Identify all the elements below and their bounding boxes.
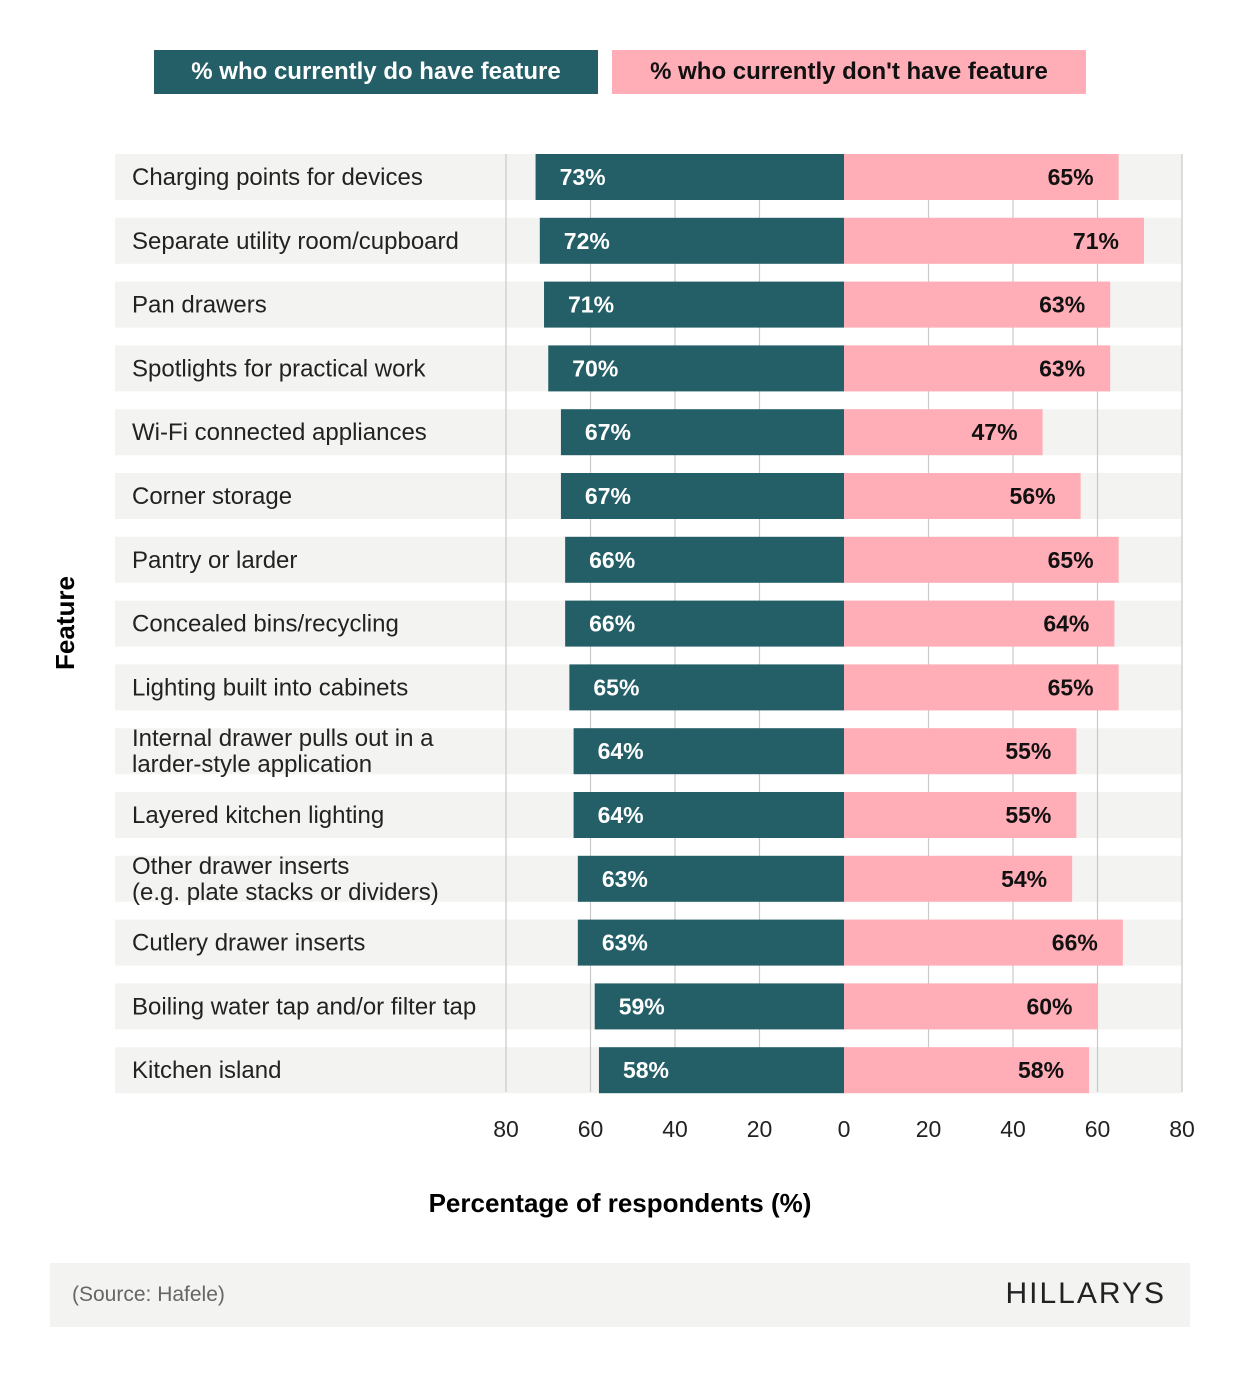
bar-have: [577, 919, 844, 966]
bar-have: [548, 345, 844, 392]
category-label: Pantry or larder: [132, 547, 297, 574]
data-label-dont-have: 65%: [1048, 164, 1094, 190]
bar-dont-have: [844, 664, 1119, 711]
data-label-dont-have: 55%: [1005, 802, 1051, 828]
bar-have: [594, 983, 844, 1030]
category-label: Wi-Fi connected appliances: [132, 419, 427, 446]
bar-have: [535, 154, 844, 200]
data-label-dont-have: 71%: [1073, 228, 1119, 254]
bar-dont-have: [844, 983, 1098, 1030]
bar-have: [569, 664, 844, 711]
footer: (Source: Hafele) HILLARYS: [50, 1263, 1190, 1327]
x-tick-label: 20: [916, 1116, 942, 1142]
x-tick-label: 60: [1085, 1116, 1111, 1142]
category-label: Corner storage: [132, 483, 292, 510]
bar-dont-have: [844, 919, 1123, 966]
bar-dont-have: [844, 855, 1073, 902]
data-label-have: 71%: [568, 292, 614, 318]
data-label-dont-have: 65%: [1048, 547, 1094, 573]
bar-dont-have: [844, 600, 1115, 647]
data-label-have: 59%: [619, 993, 665, 1019]
bar-dont-have: [844, 217, 1144, 264]
x-axis-title: Percentage of respondents (%): [429, 1188, 812, 1218]
x-tick-label: 60: [578, 1116, 604, 1142]
data-label-dont-have: 63%: [1039, 355, 1085, 381]
bar-dont-have: [844, 536, 1119, 583]
data-label-have: 63%: [602, 866, 648, 892]
data-label-dont-have: 64%: [1043, 611, 1089, 637]
data-label-have: 64%: [598, 802, 644, 828]
category-label: Separate utility room/cupboard: [132, 228, 459, 255]
bar-dont-have: [844, 154, 1119, 200]
category-label: Boiling water tap and/or filter tap: [132, 993, 476, 1020]
bar-have: [573, 792, 844, 838]
data-label-dont-have: 58%: [1018, 1057, 1064, 1083]
category-label: Spotlights for practical work: [132, 355, 426, 382]
bar-dont-have: [844, 728, 1077, 775]
bar-dont-have: [844, 1047, 1090, 1094]
bar-have: [565, 536, 844, 583]
bar-dont-have: [844, 473, 1081, 519]
bar-dont-have: [844, 345, 1111, 392]
data-label-dont-have: 54%: [1001, 866, 1047, 892]
data-label-have: 65%: [593, 674, 639, 700]
data-label-have: 73%: [560, 164, 606, 190]
bar-have: [539, 217, 844, 264]
bar-have: [560, 473, 844, 519]
category-label: Charging points for devices: [132, 164, 423, 191]
y-axis-title: Feature: [50, 576, 80, 670]
bar-have: [577, 855, 844, 902]
data-label-have: 72%: [564, 228, 610, 254]
data-label-have: 67%: [585, 483, 631, 509]
x-tick-label: 80: [493, 1116, 519, 1142]
bar-dont-have: [844, 409, 1043, 456]
bar-have: [560, 409, 844, 456]
x-tick-label: 0: [838, 1116, 851, 1142]
data-label-have: 66%: [589, 547, 635, 573]
data-label-have: 70%: [572, 355, 618, 381]
category-label: Kitchen island: [132, 1057, 281, 1084]
data-label-have: 58%: [623, 1057, 669, 1083]
x-tick-label: 20: [747, 1116, 773, 1142]
x-tick-label: 40: [662, 1116, 688, 1142]
bar-have: [573, 728, 844, 775]
category-label: Pan drawers: [132, 292, 267, 319]
source-note: (Source: Hafele): [72, 1283, 225, 1306]
x-tick-label: 80: [1169, 1116, 1195, 1142]
bar-dont-have: [844, 792, 1077, 838]
chart-svg: 73% 65% Charging points for devices 72% 71% S…: [50, 154, 1195, 1218]
data-label-have: 63%: [602, 930, 648, 956]
category-label: Cutlery drawer inserts: [132, 930, 365, 957]
category-label: Layered kitchen lighting: [132, 802, 384, 829]
data-label-dont-have: 65%: [1048, 674, 1094, 700]
bar-dont-have: [844, 281, 1111, 328]
bar-have: [598, 1047, 844, 1094]
bar-have: [544, 281, 844, 328]
data-label-dont-have: 56%: [1010, 483, 1056, 509]
data-label-dont-have: 66%: [1052, 930, 1098, 956]
data-label-have: 67%: [585, 419, 631, 445]
legend-dont-have-feature: % who currently don't have feature: [612, 50, 1086, 94]
category-label: Concealed bins/recycling: [132, 611, 399, 638]
bar-have: [565, 600, 844, 647]
x-tick-label: 40: [1000, 1116, 1026, 1142]
data-label-dont-have: 63%: [1039, 292, 1085, 318]
data-label-have: 64%: [598, 738, 644, 764]
legend-have-feature: % who currently do have feature: [154, 50, 598, 94]
hillarys-logo: HILLARYS: [1005, 1277, 1166, 1310]
category-label: Lighting built into cabinets: [132, 674, 408, 701]
category-label: Internal drawer pulls out in a larder-sty…: [132, 725, 434, 778]
data-label-dont-have: 47%: [972, 419, 1018, 445]
data-label-dont-have: 55%: [1005, 738, 1051, 764]
data-label-dont-have: 60%: [1026, 993, 1072, 1019]
category-label: Other drawer inserts (e.g. plate stacks o…: [132, 853, 439, 906]
data-label-have: 66%: [589, 611, 635, 637]
